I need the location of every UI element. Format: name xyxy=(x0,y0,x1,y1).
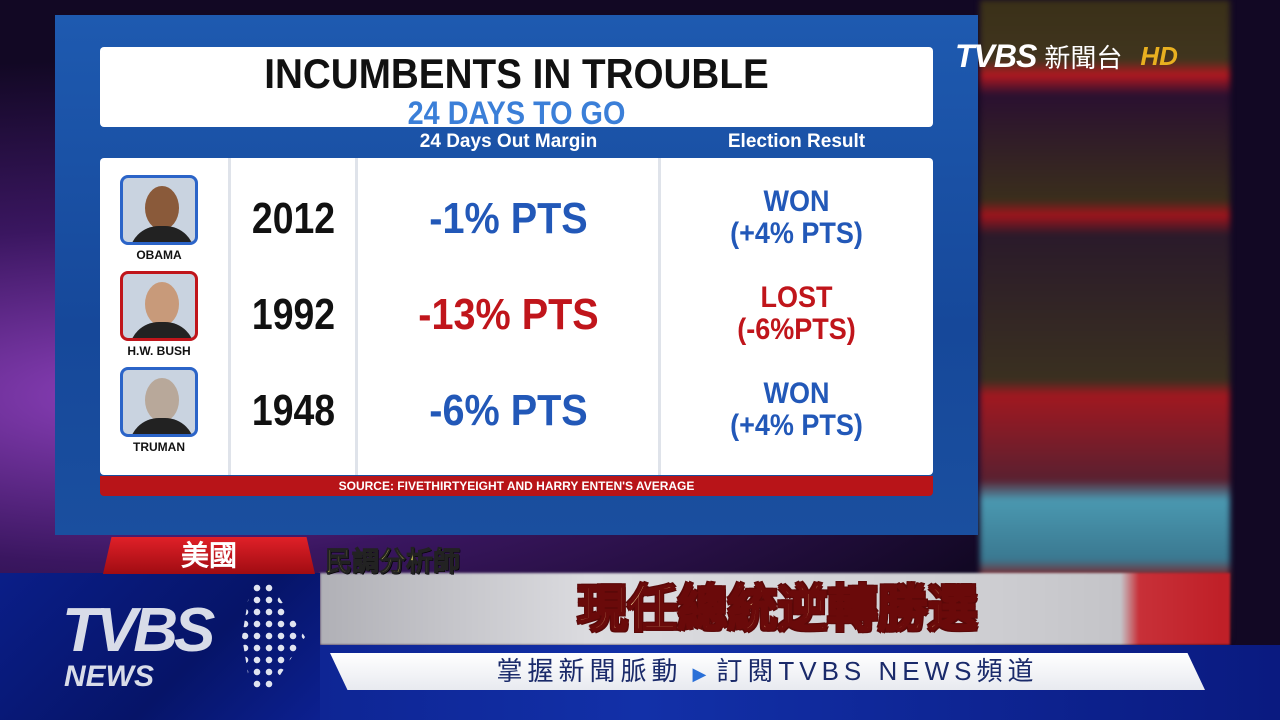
channel-name: 新聞台 xyxy=(1044,43,1123,73)
divider xyxy=(658,158,661,475)
source-bar: SOURCE: FIVETHIRTYEIGHT AND HARRY ENTEN'… xyxy=(100,476,933,496)
blurred-side-panel xyxy=(980,0,1230,640)
results-table: OBAMA 2012 -1% PTS WON (+4% PTS) H.W. BUS… xyxy=(100,158,933,475)
result: WON (+4% PTS) xyxy=(674,186,920,250)
divider xyxy=(228,158,231,475)
ticker-left: 掌握新聞脈動 xyxy=(496,656,683,686)
news-logo: NEWS xyxy=(64,660,154,693)
margin: -1% PTS xyxy=(429,194,588,243)
result: WON (+4% PTS) xyxy=(674,378,920,442)
ticker: 掌握新聞脈動 ▶ 訂閱TVBS NEWS頻道 xyxy=(330,653,1205,690)
column-header-margin: 24 Days Out Margin xyxy=(419,131,598,152)
result-margin: (+4% PTS) xyxy=(730,217,863,250)
tvbs-logo: TVBS xyxy=(62,596,215,665)
result-margin: (-6%PTS) xyxy=(737,313,856,346)
title-box: INCUMBENTS IN TROUBLE 24 DAYS TO GO xyxy=(100,47,933,131)
result-margin: (+4% PTS) xyxy=(730,409,863,442)
result-outcome: LOST xyxy=(760,281,833,314)
graphic-subtitle: 24 DAYS TO GO xyxy=(407,95,626,131)
result: LOST (-6%PTS) xyxy=(674,282,920,346)
result-outcome: WON xyxy=(763,185,830,218)
year: 1992 xyxy=(251,290,336,339)
graphic-title: INCUMBENTS IN TROUBLE xyxy=(264,50,769,97)
play-arrow-icon: ▶ xyxy=(692,664,707,684)
headline: 現任總統逆轉勝選 xyxy=(577,580,979,638)
table-row: OBAMA 2012 -1% PTS WON (+4% PTS) xyxy=(100,172,933,268)
column-header-result: Election Result xyxy=(727,131,866,152)
divider xyxy=(355,158,358,475)
president-name: TRUMAN xyxy=(133,440,185,454)
channel-brand: TVBS xyxy=(955,38,1037,74)
president-name: H.W. BUSH xyxy=(127,344,191,358)
location-tag: 美國 xyxy=(103,537,315,574)
portrait-hw-bush xyxy=(120,271,198,341)
margin: -6% PTS xyxy=(429,386,588,435)
table-row: TRUMAN 1948 -6% PTS WON (+4% PTS) xyxy=(100,364,933,460)
speaker-label: 民調分析師 xyxy=(325,547,461,578)
ticker-right: 訂閱TVBS NEWS頻道 xyxy=(716,656,1039,686)
incumbents-graphic: INCUMBENTS IN TROUBLE 24 DAYS TO GO 24 D… xyxy=(55,15,978,535)
portrait-obama xyxy=(120,175,198,245)
year: 1948 xyxy=(251,386,336,435)
channel-logo: TVBS 新聞台 HD xyxy=(955,38,1178,75)
portrait-truman xyxy=(120,367,198,437)
hd-badge: HD xyxy=(1140,41,1178,71)
result-outcome: WON xyxy=(763,377,830,410)
table-row: H.W. BUSH 1992 -13% PTS LOST (-6%PTS) xyxy=(100,268,933,364)
headline-background xyxy=(320,573,1230,645)
president-name: OBAMA xyxy=(136,248,182,262)
margin: -13% PTS xyxy=(418,290,599,339)
year: 2012 xyxy=(251,194,336,243)
